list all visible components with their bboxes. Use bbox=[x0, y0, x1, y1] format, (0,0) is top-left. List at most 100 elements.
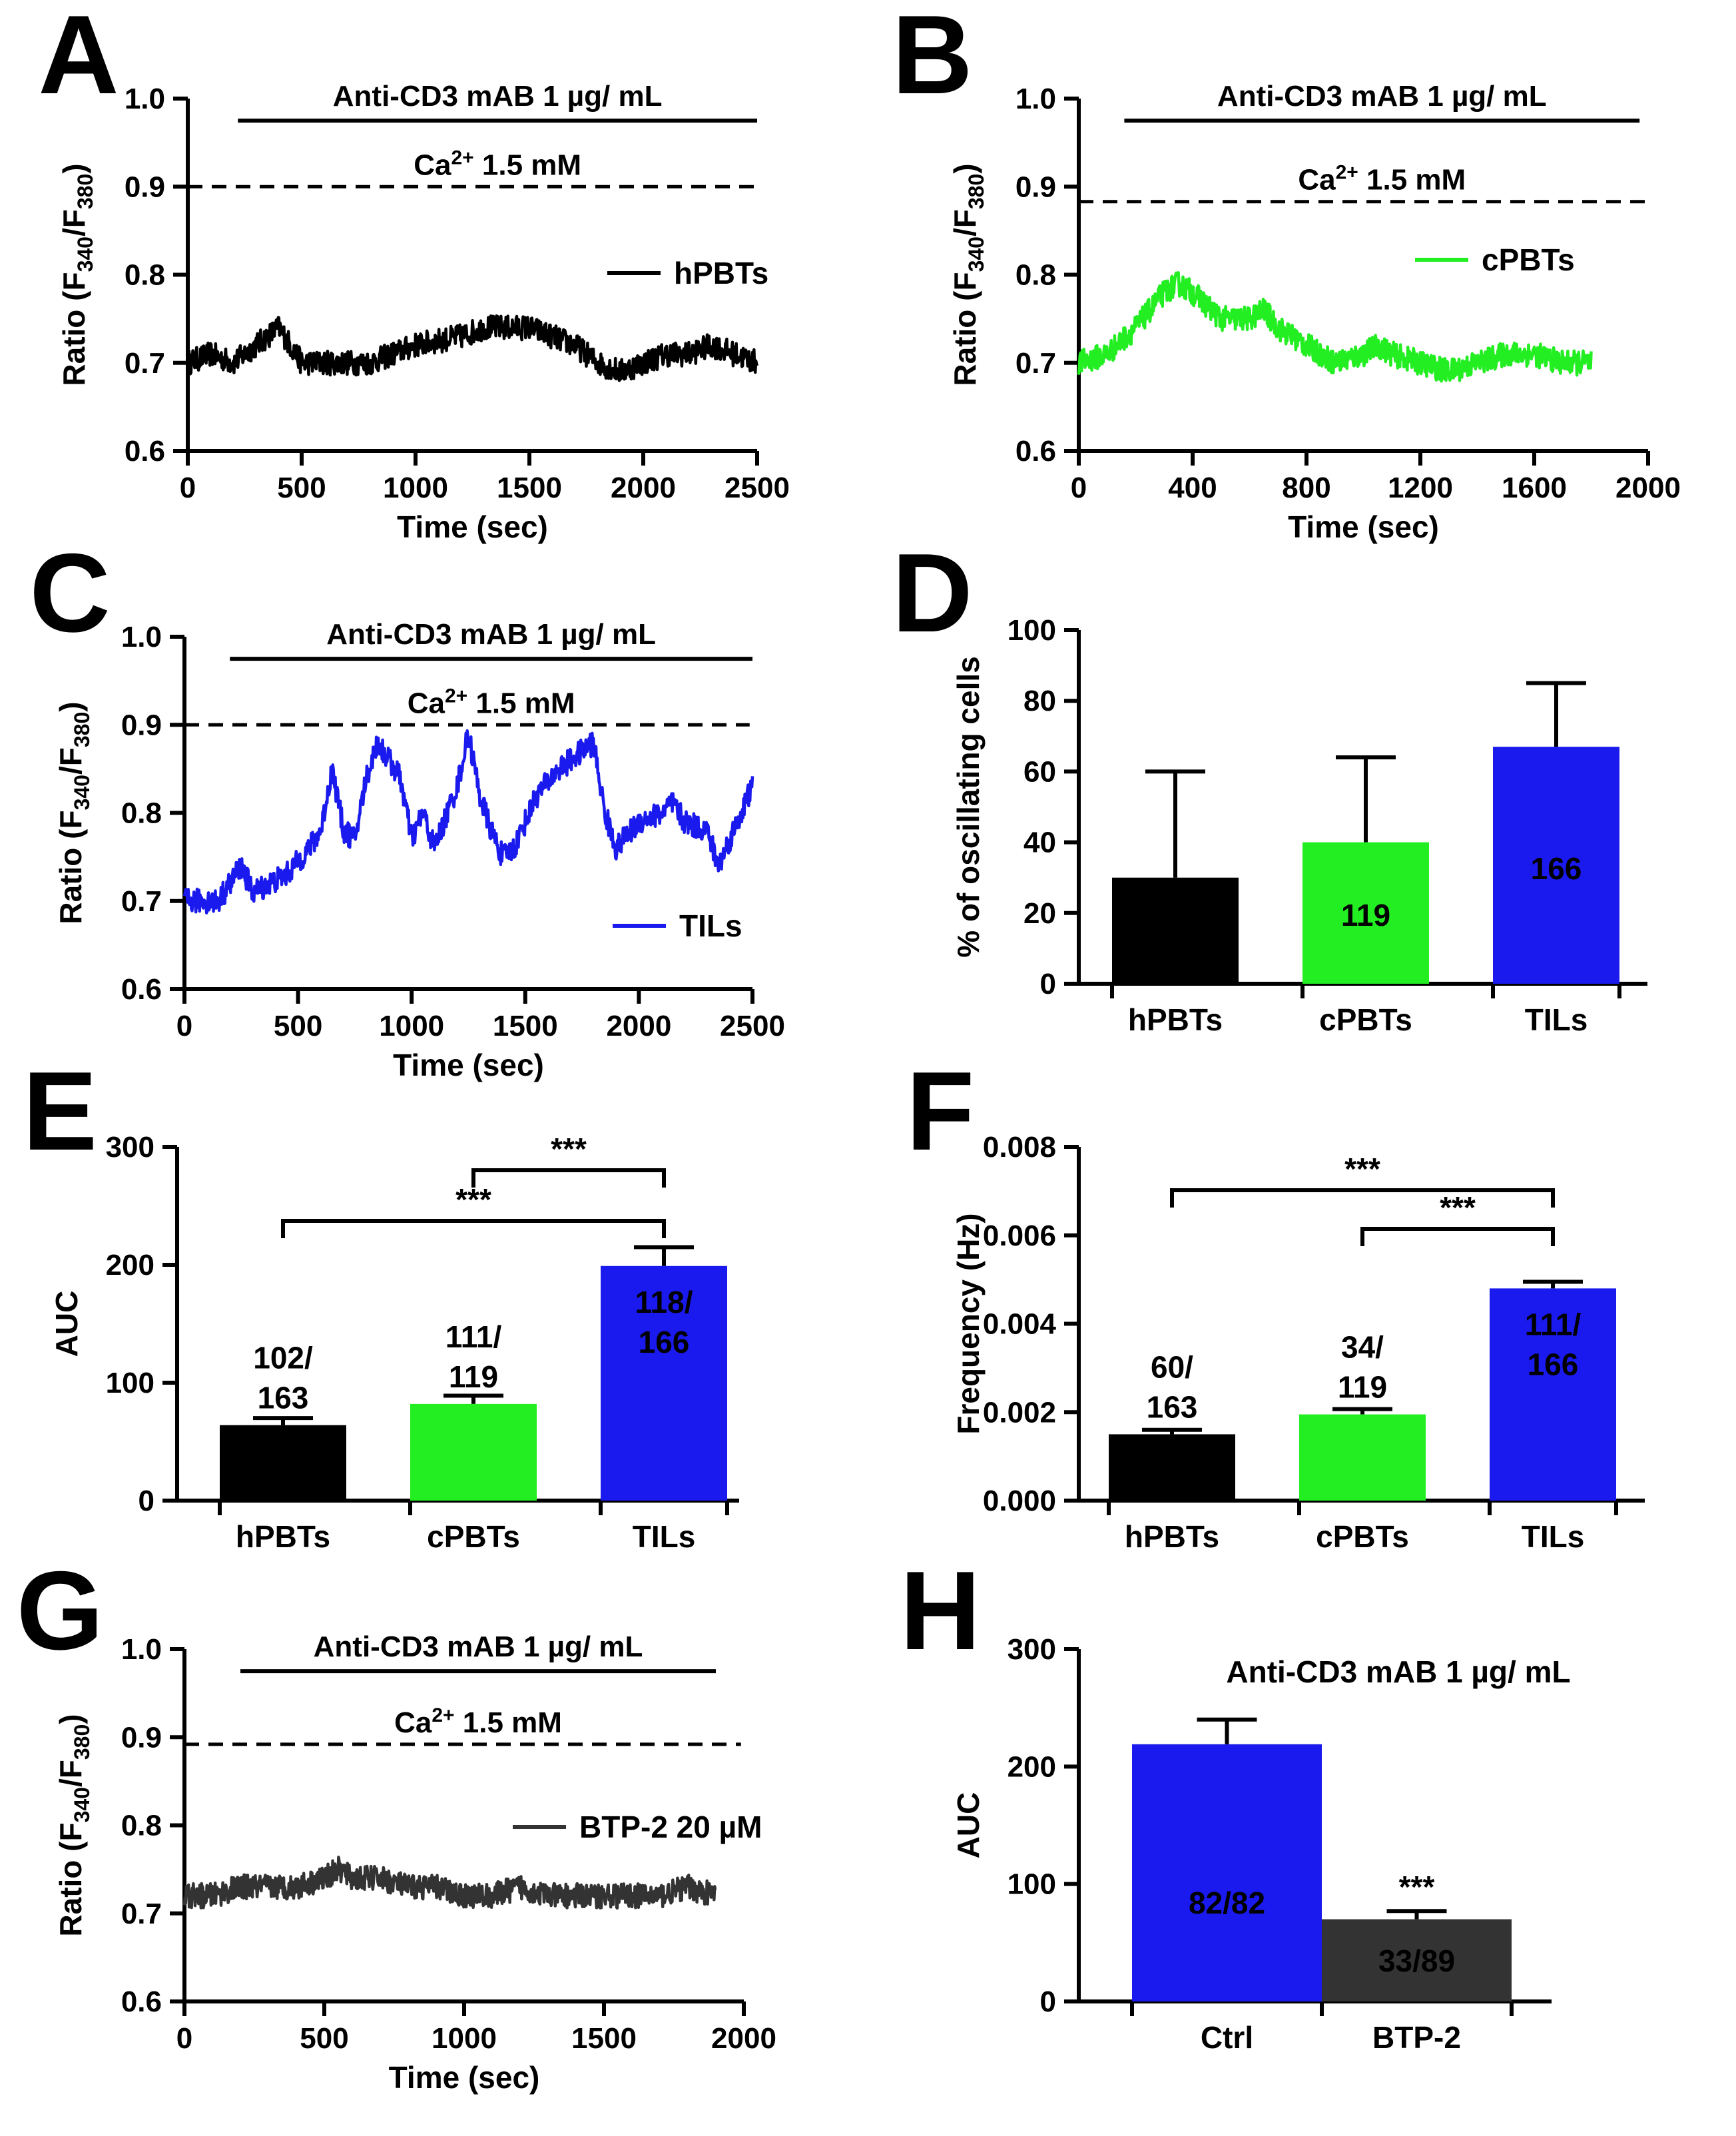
bar-cpbts bbox=[410, 1403, 537, 1501]
bar-hpbts bbox=[1112, 877, 1239, 984]
ylabel-sub-340: 340 bbox=[964, 236, 988, 272]
y-tick-label: 0 bbox=[1040, 1985, 1056, 2018]
ylabel-slash: /F bbox=[948, 209, 982, 236]
panel-title: Anti-CD3 mAB 1 µg/ mL bbox=[1226, 1654, 1570, 1689]
ylabel-sub-380: 380 bbox=[70, 712, 94, 747]
x-tick-label: 1600 bbox=[1502, 472, 1567, 504]
y-axis-label: Ratio (F340/F380) bbox=[948, 163, 988, 386]
y-tick-label: 0.006 bbox=[983, 1220, 1056, 1252]
ylabel-ratio: Ratio (F bbox=[57, 272, 91, 386]
calcium-label: Ca2+ 1.5 mM bbox=[414, 147, 581, 181]
x-tick-label: 2000 bbox=[1615, 472, 1681, 504]
y-tick-label: 1.0 bbox=[1015, 83, 1056, 115]
panel-b: 0.6 0.7 0.8 0.9 1.0 0 400 800 1200 1600 2000 Ratio … bbox=[948, 80, 1681, 544]
bar-count-label: 111/ bbox=[445, 1319, 502, 1354]
x-category-label: hPBTs bbox=[1128, 1002, 1223, 1037]
stimulus-label: Anti-CD3 mAB 1 µg/ mL bbox=[333, 80, 663, 113]
bar-count-label: 111/ bbox=[1525, 1307, 1582, 1341]
x-tick-label: 2500 bbox=[724, 472, 790, 504]
significance-bracket bbox=[281, 1219, 666, 1238]
y-tick-label: 0.8 bbox=[121, 1810, 162, 1842]
ca-rest: 1.5 mM bbox=[455, 1706, 562, 1739]
panel-a: 0.6 0.7 0.8 0.9 1.0 0 500 1000 1500 2000 2500 Ratio… bbox=[57, 80, 790, 544]
x-tick-label: 1000 bbox=[379, 1010, 444, 1042]
trace-tils bbox=[182, 729, 754, 914]
y-tick-label: 200 bbox=[106, 1249, 154, 1281]
ylabel-sub-340: 340 bbox=[70, 775, 94, 810]
panel-letter-g: G bbox=[17, 1548, 104, 1673]
y-tick-label: 100 bbox=[1008, 1868, 1056, 1901]
bar-tils bbox=[1490, 1288, 1616, 1501]
y-tick-label: 1.0 bbox=[121, 621, 162, 653]
bar-cpbts bbox=[1302, 842, 1429, 984]
ylabel-sub-380: 380 bbox=[70, 1724, 94, 1760]
y-tick-label: 0 bbox=[1040, 968, 1056, 1000]
ylabel-slash: /F bbox=[53, 1760, 88, 1787]
bar-tils bbox=[1493, 747, 1619, 984]
x-tick-label: 2000 bbox=[711, 2022, 776, 2055]
x-category-label: TILs bbox=[1522, 1519, 1585, 1554]
trace-btp-2-20-m bbox=[182, 1856, 717, 1910]
bar-count-label: 119 bbox=[449, 1359, 498, 1394]
x-tick-label: 1000 bbox=[383, 472, 448, 504]
bar-count-label: 166 bbox=[639, 1325, 690, 1359]
x-tick-label: 0 bbox=[1071, 472, 1087, 504]
x-axis-label: Time (sec) bbox=[1288, 510, 1439, 544]
y-tick-label: 20 bbox=[1023, 897, 1056, 930]
y-tick-label: 0.8 bbox=[1015, 259, 1056, 292]
significance-bracket bbox=[471, 1168, 666, 1188]
legend-label: TILs bbox=[679, 908, 742, 943]
bar-count-label: 102/ bbox=[253, 1341, 313, 1375]
ca-rest: 1.5 mM bbox=[467, 687, 575, 719]
y-tick-label: 0.6 bbox=[125, 435, 165, 468]
significance-stars: *** bbox=[551, 1132, 587, 1166]
legend-label: cPBTs bbox=[1482, 242, 1575, 277]
bar-cpbts bbox=[1299, 1414, 1426, 1501]
panel-f: 0.000 0.002 0.004 0.006 0.008 Frequency (Hz) h… bbox=[951, 1131, 1645, 1554]
x-axis-label: Time (sec) bbox=[389, 2060, 540, 2095]
bar-hpbts bbox=[1109, 1434, 1235, 1501]
significance-bracket bbox=[1360, 1227, 1555, 1246]
y-tick-label: 0.004 bbox=[983, 1308, 1057, 1341]
x-axis-label: Time (sec) bbox=[397, 510, 548, 544]
trace-hpbts bbox=[186, 314, 759, 382]
x-category-label: hPBTs bbox=[236, 1519, 330, 1554]
bar-count-label: 163 bbox=[258, 1381, 309, 1415]
x-tick-label: 2000 bbox=[606, 1010, 671, 1042]
panel-e: 0 100 200 300 AUC hPBTs 102/163 cPBTs 111/119 TIL… bbox=[49, 1131, 739, 1554]
x-category-label: hPBTs bbox=[1125, 1519, 1219, 1554]
bar-ctrl bbox=[1132, 1744, 1322, 2001]
y-axis-label: Ratio (F340/F380) bbox=[53, 1714, 94, 1936]
y-axis-label: AUC bbox=[49, 1291, 84, 1357]
x-tick-label: 1500 bbox=[497, 472, 562, 504]
y-tick-label: 300 bbox=[106, 1131, 154, 1164]
panel-c: 0.6 0.7 0.8 0.9 1.0 0 500 1000 1500 2000 2500 Ratio… bbox=[53, 618, 785, 1082]
x-category-label: TILs bbox=[1525, 1002, 1588, 1037]
ca-sup: 2+ bbox=[445, 685, 467, 707]
y-axis-label: AUC bbox=[951, 1792, 986, 1859]
ylabel-sub-380: 380 bbox=[964, 174, 988, 209]
bar-btp-2 bbox=[1322, 1919, 1512, 2001]
y-tick-label: 0.7 bbox=[125, 347, 165, 380]
y-tick-label: 0.6 bbox=[1015, 435, 1056, 468]
ca-sup: 2+ bbox=[451, 147, 473, 169]
bar-count-label: 166 bbox=[1531, 851, 1582, 886]
ylabel-ratio: Ratio (F bbox=[53, 810, 88, 924]
y-tick-label: 0.7 bbox=[1015, 347, 1056, 380]
x-tick-label: 0 bbox=[176, 1010, 192, 1042]
x-tick-label: 0 bbox=[180, 472, 196, 504]
x-tick-label: 1500 bbox=[571, 2022, 637, 2055]
y-tick-label: 0.008 bbox=[983, 1131, 1056, 1164]
ca-main: Ca bbox=[414, 149, 451, 181]
y-tick-label: 1.0 bbox=[125, 83, 165, 115]
y-tick-label: 1.0 bbox=[121, 1633, 162, 1666]
panel-letter-b: B bbox=[892, 0, 972, 117]
bar-count-label: 60/ bbox=[1151, 1349, 1193, 1384]
bar-hpbts bbox=[220, 1425, 346, 1501]
significance-bracket bbox=[1170, 1188, 1555, 1208]
calcium-label: Ca2+ 1.5 mM bbox=[394, 1704, 562, 1739]
ca-main: Ca bbox=[394, 1706, 432, 1739]
ylabel-sub-340: 340 bbox=[70, 1787, 94, 1822]
bar-count-label: 119 bbox=[1341, 898, 1390, 932]
